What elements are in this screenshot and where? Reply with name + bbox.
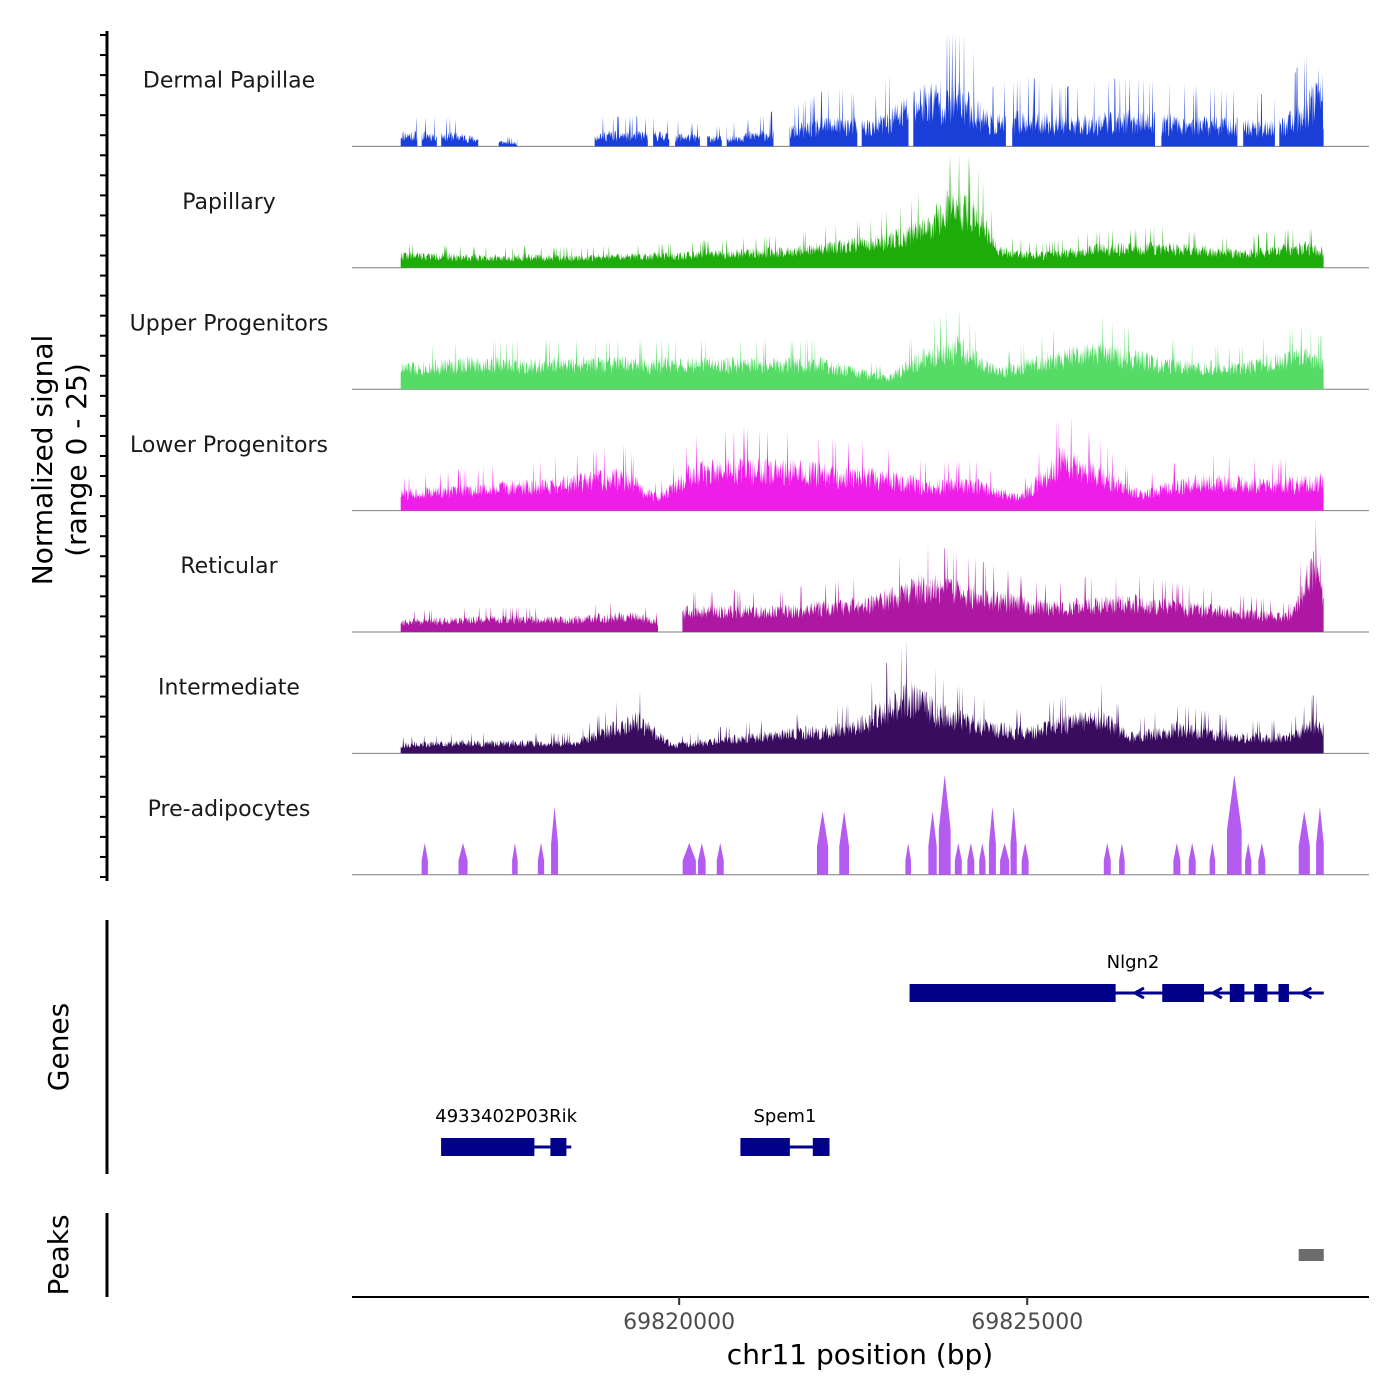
- strand-arrow-icon: [1131, 986, 1145, 1000]
- peaks-panel: Peaks: [42, 1213, 1324, 1297]
- track-label: Reticular: [180, 554, 278, 579]
- gene-exon: [1229, 984, 1245, 1002]
- signal-area: [1279, 52, 1324, 147]
- signal-block: [1298, 811, 1310, 875]
- signal-block: [988, 806, 996, 875]
- signal-block: [551, 806, 559, 875]
- signal-area: [441, 116, 479, 147]
- signal-block: [1316, 806, 1324, 875]
- track-label: Papillary: [182, 190, 276, 215]
- gene-label: 4933402P03Rik: [435, 1106, 577, 1127]
- signal-block: [905, 843, 911, 875]
- genes-panel-title: Genes: [42, 1003, 75, 1091]
- signal-block: [458, 843, 468, 875]
- signal-block: [1010, 806, 1017, 875]
- signal-block: [537, 843, 545, 875]
- track-dermal-papillae: Dermal Papillae: [143, 33, 1369, 147]
- track-pre-adipocytes: Pre-adipocytes: [148, 775, 1369, 876]
- signal-block: [1173, 843, 1181, 875]
- signal-area: [400, 116, 418, 147]
- track-label: Dermal Papillae: [143, 69, 315, 94]
- signal-y-axis: [100, 31, 109, 881]
- gene-spem1: Spem1: [740, 1106, 830, 1156]
- signal-area: [594, 115, 648, 147]
- gene-4933402p03rik: 4933402P03Rik: [435, 1106, 578, 1156]
- signal-block: [512, 843, 518, 875]
- track-lower-progenitors: Lower Progenitors: [130, 416, 1369, 512]
- signal-area: [861, 74, 909, 147]
- peaks-panel-title: Peaks: [42, 1214, 75, 1295]
- gene-exon: [1254, 984, 1268, 1002]
- signal-block: [682, 843, 696, 875]
- signal-block: [1258, 843, 1266, 875]
- signal-block: [697, 843, 706, 875]
- signal-block: [954, 843, 962, 875]
- signal-block: [1188, 843, 1196, 875]
- strand-arrow-icon: [1209, 986, 1223, 1000]
- signal-block: [1103, 843, 1111, 875]
- signal-area: [400, 154, 1324, 268]
- signal-block: [1000, 843, 1010, 875]
- track-intermediate: Intermediate: [158, 640, 1369, 754]
- track-label: Lower Progenitors: [130, 433, 328, 458]
- x-tick-label: 69820000: [623, 1310, 735, 1335]
- signal-block: [1245, 843, 1252, 875]
- signal-block: [928, 811, 937, 875]
- signal-area: [421, 115, 437, 147]
- signal-block: [1119, 843, 1125, 875]
- track-label: Upper Progenitors: [130, 311, 329, 336]
- gene-exon: [740, 1138, 790, 1156]
- signal-block: [1021, 843, 1029, 875]
- peak-region: [1298, 1249, 1324, 1261]
- signal-area: [682, 518, 1324, 632]
- x-axis-title: chr11 position (bp): [727, 1338, 993, 1371]
- signal-block: [938, 775, 951, 875]
- gene-exon: [550, 1138, 567, 1156]
- signal-area: [1161, 82, 1238, 147]
- y-axis-title-line-2: (range 0 - 25): [60, 363, 93, 557]
- gene-exon: [441, 1138, 535, 1156]
- signal-area: [400, 601, 658, 632]
- gene-exon: [1278, 984, 1289, 1002]
- genes-panel: Genes Nlgn2 4933402P03Rik Spem1: [42, 920, 1324, 1174]
- track-label: Pre-adipocytes: [148, 797, 311, 822]
- signal-block: [839, 811, 850, 875]
- track-label: Intermediate: [158, 676, 300, 701]
- gene-label: Spem1: [754, 1106, 817, 1127]
- coverage-tracks: Dermal Papillae Papillary Upper Progenitor…: [130, 33, 1369, 876]
- signal-block: [1209, 843, 1216, 875]
- track-upper-progenitors: Upper Progenitors: [130, 307, 1369, 390]
- gene-exon: [1162, 984, 1205, 1002]
- signal-block: [967, 843, 975, 875]
- signal-area: [1243, 94, 1275, 147]
- signal-area: [400, 640, 1324, 754]
- signal-block: [716, 843, 724, 875]
- gene-exon: [909, 984, 1116, 1002]
- signal-block: [1226, 775, 1242, 875]
- signal-block: [816, 811, 829, 875]
- track-papillary: Papillary: [182, 154, 1369, 269]
- signal-area: [400, 416, 1324, 511]
- gene-nlgn2: Nlgn2: [909, 952, 1324, 1002]
- gene-label: Nlgn2: [1107, 952, 1160, 973]
- signal-area: [707, 126, 722, 147]
- x-tick-label: 69825000: [971, 1310, 1083, 1335]
- signal-area: [653, 116, 670, 147]
- signal-area: [498, 136, 518, 147]
- signal-area: [913, 33, 1006, 147]
- signal-area: [1012, 75, 1155, 147]
- gene-exon: [812, 1138, 830, 1156]
- y-axis-title: Normalized signal (range 0 - 25): [26, 335, 93, 586]
- x-axis: 69820000 69825000 chr11 position (bp): [352, 1296, 1369, 1371]
- signal-area: [789, 87, 858, 147]
- track-reticular: Reticular: [180, 518, 1369, 633]
- signal-area: [675, 119, 700, 147]
- signal-area: [400, 307, 1324, 390]
- signal-area: [726, 111, 774, 147]
- strand-arrow-icon: [1299, 986, 1313, 1000]
- signal-block: [979, 843, 986, 875]
- y-axis-title-line-1: Normalized signal: [26, 335, 59, 586]
- signal-block: [421, 843, 428, 875]
